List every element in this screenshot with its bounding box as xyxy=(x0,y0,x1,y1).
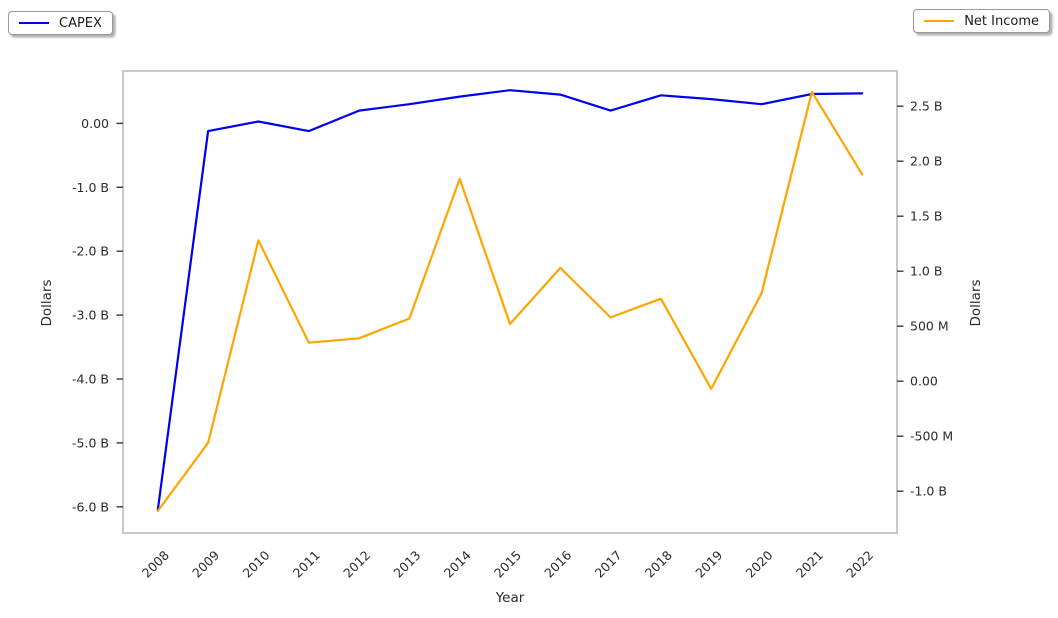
x-tick-label: 2018 xyxy=(642,547,675,580)
right-y-axis-title: Dollars xyxy=(968,279,984,327)
x-tick-label: 2009 xyxy=(189,547,222,580)
legend-capex-label: CAPEX xyxy=(59,15,102,31)
right-tick-label: -500 M xyxy=(910,429,953,444)
x-axis-title: Year xyxy=(495,590,525,606)
x-tick-label: 2013 xyxy=(390,548,423,581)
left-tick-label: -2.0 B xyxy=(72,244,109,259)
x-tick-label: 2020 xyxy=(743,547,776,580)
legend-net-income: Net Income xyxy=(913,9,1050,33)
legend-capex: CAPEX xyxy=(8,11,113,35)
x-tick-label: 2014 xyxy=(441,547,474,580)
x-tick-label: 2010 xyxy=(239,547,272,580)
capex-series-line xyxy=(156,89,864,512)
x-tick-label: 2021 xyxy=(793,548,826,581)
left-tick-label: 0.00 xyxy=(81,116,109,131)
plot-border xyxy=(122,70,898,534)
left-tick-label: -6.0 B xyxy=(72,499,109,514)
right-tick-label: 500 M xyxy=(910,319,949,334)
x-tick-label: 2008 xyxy=(139,547,172,580)
legend-net-income-label: Net Income xyxy=(964,13,1039,29)
left-tick-label: -1.0 B xyxy=(72,180,109,195)
left-y-axis-title: Dollars xyxy=(39,279,55,327)
right-tick-label: -1.0 B xyxy=(910,484,947,499)
right-tick-label: 0.00 xyxy=(910,374,938,389)
net-income-series-line xyxy=(156,90,864,513)
right-tick-label: 1.5 B xyxy=(910,209,942,224)
x-tick-label: 2012 xyxy=(340,548,373,581)
left-tick-label: -5.0 B xyxy=(72,435,109,450)
right-tick-label: 2.5 B xyxy=(910,99,942,114)
net-income-line-swatch xyxy=(924,20,955,22)
x-tick-label: 2022 xyxy=(843,548,876,581)
left-tick-label: -4.0 B xyxy=(72,372,109,387)
x-tick-label: 2019 xyxy=(692,547,725,580)
x-tick-label: 2015 xyxy=(491,548,524,581)
right-tick-label: 1.0 B xyxy=(910,264,942,279)
x-tick-label: 2011 xyxy=(290,548,323,581)
left-tick-label: -3.0 B xyxy=(72,308,109,323)
x-tick-label: 2016 xyxy=(541,547,574,580)
x-tick-label: 2017 xyxy=(592,548,625,581)
capex-line-swatch xyxy=(19,22,49,24)
right-tick-label: 2.0 B xyxy=(910,154,942,169)
